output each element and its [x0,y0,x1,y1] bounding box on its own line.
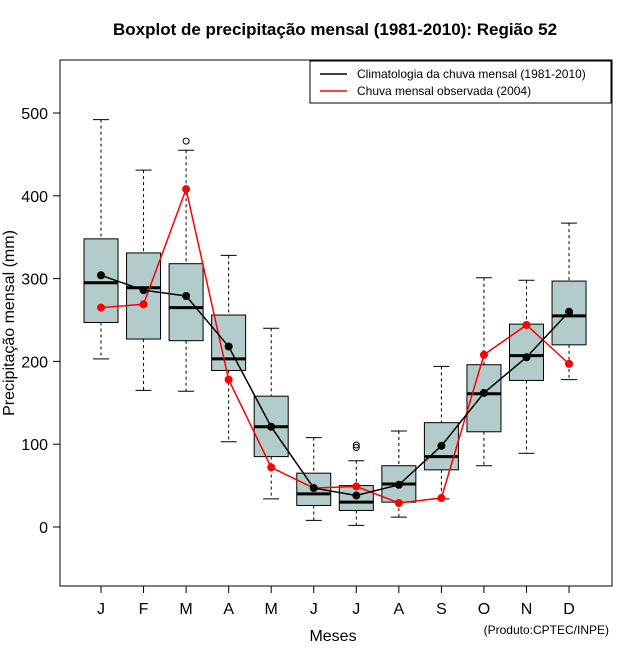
series-point [97,271,105,280]
series-point [97,303,105,312]
series-point [522,320,531,329]
x-tick-label: J [97,601,105,618]
series-point [267,422,276,431]
series-point [139,300,148,309]
box-month-9 [423,365,459,500]
box-month-10 [466,277,502,467]
series-point [565,359,574,368]
x-tick-label: S [436,601,447,618]
x-tick-label: M [179,601,192,618]
x-tick-label: J [352,601,360,618]
y-axis: 0 100 200 300 400 500 [21,106,61,537]
series-point [522,353,531,362]
legend: Climatologia da chuva mensal (1981-2010)… [309,60,612,104]
series-line [100,186,570,504]
x-tick-label: A [223,601,234,618]
box-month-1 [83,119,119,360]
outlier-point [352,444,360,452]
x-tick-label: N [521,601,533,618]
boxes-layer [83,119,587,526]
series-line [100,274,570,497]
series-point [224,342,233,351]
box-month-6 [296,437,332,521]
x-tick-label: A [394,601,405,618]
series-point [565,307,574,316]
series-point [479,350,488,359]
series-point [479,388,488,397]
series-point [309,484,318,493]
y-tick-label: 100 [21,437,48,454]
box-month-3 [168,137,204,392]
chart-title: Boxplot de precipitação mensal (1981-201… [113,20,557,39]
series-point [224,375,233,384]
y-tick-label: 300 [21,272,48,289]
legend-box [309,60,612,104]
x-tick-label: F [139,601,149,618]
outlier-point [182,137,190,145]
y-tick-label: 0 [39,520,48,537]
box-month-2 [126,169,162,391]
series-point [352,482,361,491]
x-tick-label: D [563,601,575,618]
series-point [437,441,446,450]
x-tick-label: M [265,601,278,618]
series-point [139,286,148,295]
series-point [182,185,191,194]
x-tick-label: J [310,601,318,618]
series-point [267,463,276,472]
series-point [182,291,191,300]
series-point [394,480,403,489]
y-tick-label: 200 [21,354,48,371]
series-layer [97,185,574,507]
legend-label-climatology: Climatologia da chuva mensal (1981-2010) [357,67,586,81]
y-axis-title: Precipitação mensal (mm) [1,230,18,416]
legend-label-observed: Chuva mensal observada (2004) [357,84,531,98]
y-tick-label: 500 [21,106,48,123]
series-point [394,498,403,507]
y-tick-label: 400 [21,189,48,206]
x-tick-label: O [478,601,490,618]
credit-text: (Produto:CPTEC/INPE) [484,623,609,637]
box-month-12 [551,222,587,381]
box-iqr [126,252,162,340]
x-axis-title: Meses [309,628,356,645]
series-point [437,494,446,503]
series-point [352,491,361,500]
box-iqr [466,364,502,433]
box-iqr [168,263,204,342]
series-observed [97,185,574,507]
series-climatology [97,271,574,500]
outlier-point [352,441,360,449]
